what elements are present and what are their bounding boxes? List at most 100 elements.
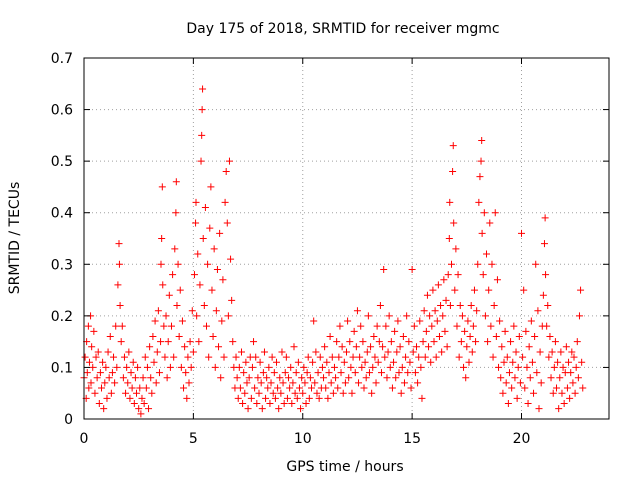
- data-point: [134, 363, 142, 371]
- data-point: [178, 317, 186, 325]
- data-point: [269, 389, 277, 397]
- data-point: [548, 348, 556, 356]
- data-point: [485, 286, 493, 294]
- data-point: [288, 400, 296, 408]
- data-point: [455, 353, 463, 361]
- data-point: [374, 358, 382, 366]
- data-point: [556, 374, 564, 382]
- data-point: [544, 302, 552, 310]
- data-point: [397, 389, 405, 397]
- data-point: [443, 343, 451, 351]
- data-point: [244, 405, 252, 413]
- data-point: [422, 327, 430, 335]
- data-point: [142, 384, 150, 392]
- data-point: [509, 358, 517, 366]
- data-point: [325, 369, 333, 377]
- data-point: [92, 353, 100, 361]
- data-point: [201, 204, 209, 212]
- data-point: [365, 369, 373, 377]
- data-point: [545, 353, 553, 361]
- y-tick-label: 0.6: [51, 103, 73, 119]
- data-point: [312, 348, 320, 356]
- data-point: [262, 394, 270, 402]
- data-point: [215, 343, 223, 351]
- data-point: [351, 369, 359, 377]
- data-point: [173, 302, 181, 310]
- data-point: [158, 235, 166, 242]
- data-point: [387, 338, 395, 346]
- data-point: [108, 369, 116, 377]
- data-point: [472, 338, 480, 346]
- data-point: [344, 317, 352, 325]
- data-point: [184, 353, 192, 361]
- data-point: [271, 394, 279, 402]
- data-point: [217, 374, 225, 382]
- data-point: [364, 312, 372, 320]
- data-point: [413, 343, 420, 351]
- data-point: [530, 389, 538, 397]
- data-point: [350, 327, 358, 335]
- data-point: [488, 260, 496, 268]
- data-point: [106, 332, 114, 340]
- data-point: [143, 363, 151, 371]
- data-point: [508, 384, 516, 392]
- data-point: [511, 374, 519, 382]
- data-point: [402, 353, 410, 361]
- data-point: [304, 353, 312, 361]
- chart-title: Day 175 of 2018, SRMTID for receiver mgm…: [186, 21, 499, 37]
- data-point: [329, 389, 337, 397]
- data-point: [486, 219, 494, 227]
- data-point: [395, 369, 403, 377]
- data-point: [189, 348, 197, 356]
- data-point: [206, 224, 214, 232]
- data-point: [161, 353, 169, 361]
- data-point: [532, 260, 540, 268]
- data-point: [444, 271, 452, 279]
- data-point: [183, 394, 191, 402]
- data-point: [502, 379, 510, 387]
- data-point: [346, 338, 354, 346]
- data-point: [579, 384, 587, 392]
- data-point: [522, 327, 530, 335]
- data-point: [146, 343, 154, 351]
- data-point: [404, 369, 412, 377]
- data-point: [405, 338, 413, 346]
- data-point: [505, 369, 513, 377]
- data-point: [280, 400, 288, 408]
- data-point: [515, 332, 523, 340]
- data-point: [504, 400, 512, 408]
- data-point: [135, 405, 143, 413]
- data-point: [305, 394, 313, 402]
- data-point: [113, 363, 121, 371]
- data-point: [448, 260, 455, 268]
- data-point: [157, 338, 165, 346]
- data-point: [537, 379, 545, 387]
- data-point: [116, 302, 124, 310]
- data-point: [425, 343, 433, 351]
- data-point: [219, 276, 227, 284]
- data-point: [418, 394, 426, 402]
- data-point: [569, 379, 577, 387]
- y-tick-label: 0.7: [51, 51, 73, 67]
- data-point: [234, 394, 242, 402]
- data-point: [467, 302, 475, 310]
- data-point: [300, 363, 308, 371]
- data-point: [525, 343, 533, 351]
- data-point: [232, 353, 240, 361]
- data-point: [487, 322, 495, 330]
- data-point: [394, 317, 402, 325]
- data-point: [498, 343, 506, 351]
- data-point: [570, 353, 578, 361]
- data-point: [481, 312, 489, 320]
- data-point: [120, 353, 128, 361]
- data-point: [198, 106, 206, 114]
- data-point: [454, 271, 462, 279]
- data-point: [501, 327, 509, 335]
- data-point: [533, 369, 541, 377]
- data-point: [195, 338, 203, 346]
- data-point: [122, 389, 130, 397]
- data-point: [197, 157, 205, 165]
- data-point: [115, 240, 123, 248]
- data-point: [101, 379, 109, 387]
- data-point: [131, 374, 139, 382]
